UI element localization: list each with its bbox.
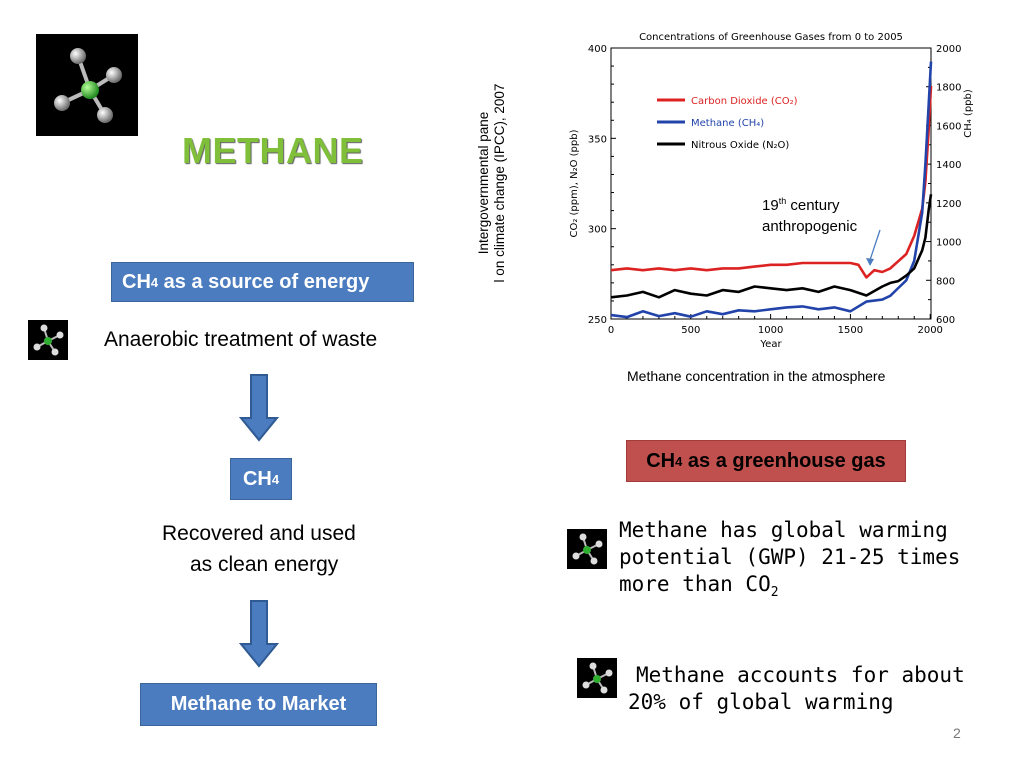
x-tick-label: 1000 (758, 325, 783, 336)
methane-molecule-icon (36, 34, 138, 136)
gwp-line-3-sub: 2 (770, 585, 779, 601)
legend-label: Carbon Dioxide (CO₂) (691, 96, 798, 107)
series-line (610, 85, 933, 279)
y-tick-label: 250 (588, 315, 607, 326)
x-tick-label: 2000 (917, 325, 942, 336)
plot-frame (610, 47, 932, 320)
y-tick-label: 400 (588, 44, 607, 55)
methane-to-market-box: Methane to Market (140, 683, 377, 726)
gwp-line-2: potential (GWP) 21-25 times (619, 545, 961, 569)
methane-molecule-icon (28, 320, 68, 360)
x-tick-label: 1500 (838, 325, 863, 336)
accounts-text: Methane accounts for about 20% of global… (628, 662, 965, 716)
ipcc-credit: Intergovernmental pane l on climate chan… (476, 33, 520, 333)
y2-tick-label: 800 (936, 276, 955, 287)
greenhouse-box-suffix: as a greenhouse gas (682, 449, 886, 472)
annotation-num: 19 (762, 197, 779, 214)
anaerobic-treatment-text: Anaerobic treatment of waste (104, 328, 378, 351)
source-box-sub: 4 (150, 274, 159, 290)
ipcc-credit-line-2: l on climate change (IPCC), 2007 (492, 83, 507, 283)
y2-axis-label: CH₄ (ppb) (963, 89, 974, 138)
source-of-energy-box: CH 4 as a source of energy (111, 262, 414, 302)
methane-molecule-icon (567, 529, 607, 569)
chart-title: Concentrations of Greenhouse Gases from … (639, 32, 903, 43)
ipcc-credit-line-1: Intergovernmental pane (476, 111, 491, 255)
legend-label: Nitrous Oxide (N₂O) (691, 140, 789, 151)
gwp-line-3: more than CO (619, 572, 771, 596)
greenhouse-box-sub: 4 (675, 453, 683, 469)
x-axis-label: Year (759, 339, 782, 350)
x-tick-label: 500 (681, 325, 700, 336)
y2-tick-label: 1000 (936, 238, 961, 249)
annotation-rest: century (786, 197, 840, 214)
ch4-box-sub: 4 (271, 471, 280, 487)
accounts-line-2: 20% of global warming (628, 690, 894, 714)
down-arrow-icon (238, 374, 280, 442)
y-axis-label: CO₂ (ppm), N₂O (ppb) (569, 129, 580, 237)
annotation-arrow (866, 229, 881, 266)
x-tick-label: 0 (608, 325, 614, 336)
legend-label: Methane (CH₄) (691, 118, 764, 129)
methane-molecule-icon (577, 658, 617, 698)
down-arrow-icon (238, 600, 280, 668)
y2-tick-label: 1600 (936, 121, 961, 132)
accounts-line-1: Methane accounts for about (636, 663, 965, 687)
y2-tick-label: 1400 (936, 160, 961, 171)
greenhouse-box-prefix: CH (646, 449, 676, 472)
series-line (610, 61, 933, 319)
source-box-prefix: CH (122, 270, 151, 293)
chart-annotation: 19th century anthropogenic (762, 191, 857, 237)
series-line (610, 194, 933, 299)
annotation-sup: th (778, 196, 787, 206)
ch4-box-prefix: CH (242, 467, 272, 490)
y-tick-label: 300 (588, 225, 607, 236)
y2-tick-label: 2000 (936, 44, 961, 55)
ch4-box: CH 4 (230, 458, 292, 500)
recovered-line-1: Recovered and used (162, 522, 356, 545)
gwp-line-1: Methane has global warming (619, 518, 948, 542)
page-number: 2 (953, 725, 961, 741)
greenhouse-gas-chart: Concentrations of Greenhouse Gases from … (569, 32, 974, 350)
chart-caption: Methane concentration in the atmosphere (627, 368, 886, 384)
y2-tick-label: 1800 (936, 83, 961, 94)
annotation-line-2: anthropogenic (762, 218, 858, 235)
y2-tick-label: 1200 (936, 199, 961, 210)
greenhouse-gas-box: CH 4 as a greenhouse gas (626, 440, 906, 482)
page-title: METHANE (182, 130, 364, 171)
y-tick-label: 350 (588, 134, 607, 145)
y2-tick-label: 600 (936, 315, 955, 326)
recovered-line-2: as clean energy (190, 553, 339, 576)
source-box-suffix: as a source of energy (158, 270, 370, 293)
gwp-text: Methane has global warming potential (GW… (619, 517, 960, 606)
